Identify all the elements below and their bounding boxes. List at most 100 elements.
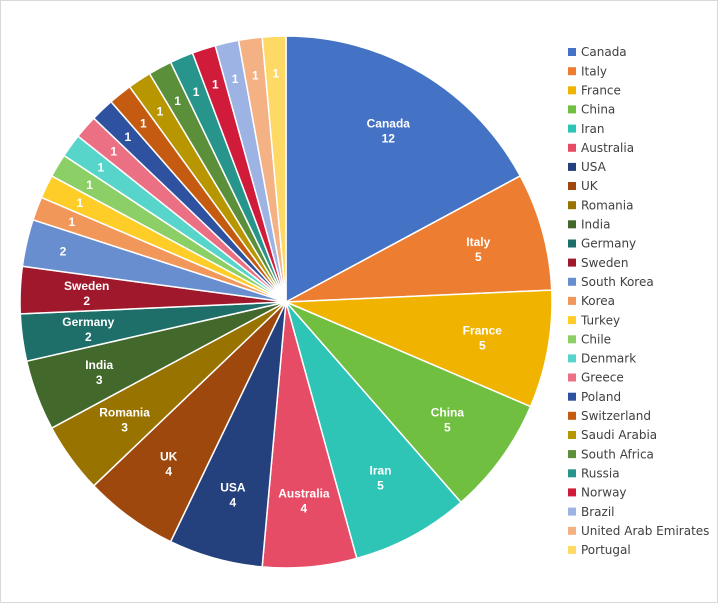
legend-label: Brazil (581, 505, 615, 519)
legend-label: France (581, 84, 621, 98)
slice-label-south-korea: 2 (60, 244, 67, 258)
legend-item-saudi-arabia: Saudi Arabia (568, 428, 657, 442)
legend-label: Norway (581, 486, 627, 500)
slice-france (285, 289, 553, 408)
slice-label-korea: 1 (68, 215, 75, 229)
legend-item-chile: Chile (568, 333, 611, 347)
legend-item-denmark: Denmark (568, 352, 636, 366)
slice-label-brazil: 1 (232, 72, 239, 86)
legend: Canada Italy France China Iran Australia USA UK… (568, 45, 709, 557)
legend-swatch (568, 450, 576, 459)
slice-label-greece: 1 (110, 145, 117, 159)
legend-swatch (568, 258, 576, 267)
legend-label: Korea (581, 294, 615, 308)
legend-swatch (568, 354, 576, 363)
legend-item-portugal: Portugal (568, 543, 631, 557)
slice-labels: Canada 12 Italy 5 France 5 China 5 Iran 5 Australi… (60, 67, 503, 516)
legend-swatch (568, 143, 576, 152)
legend-swatch (568, 316, 576, 325)
slice-label-norway: 1 (212, 78, 219, 92)
legend-swatch (568, 277, 576, 286)
legend-item-poland: Poland (568, 390, 621, 404)
legend-label: Saudi Arabia (581, 428, 657, 442)
slice-label-canada: Canada 12 (367, 117, 411, 146)
legend-label: Germany (581, 237, 636, 251)
legend-label: United Arab Emirates (581, 524, 709, 538)
legend-swatch (568, 545, 576, 554)
legend-label: Romania (581, 198, 633, 212)
slice-label-australia: Australia 4 (278, 487, 330, 516)
legend-swatch (568, 431, 576, 439)
legend-item-uk: UK (568, 179, 599, 193)
slice-label-france: France 5 (463, 324, 503, 353)
legend-swatch (568, 507, 576, 516)
slice-label-united-arab-emirates: 1 (252, 69, 259, 83)
legend-swatch (568, 239, 576, 248)
legend-swatch (568, 335, 576, 344)
legend-item-iran: Iran (568, 122, 604, 136)
legend-swatch (568, 469, 576, 478)
legend-item-turkey: Turkey (568, 313, 620, 327)
legend-label: Poland (581, 390, 621, 404)
legend-label: Chile (581, 333, 611, 347)
legend-swatch (568, 124, 576, 133)
legend-item-switzerland: Switzerland (568, 409, 651, 423)
slice-label-italy: Italy 5 (466, 235, 490, 264)
legend-swatch (568, 373, 576, 382)
legend-item-greece: Greece (568, 371, 624, 385)
slice-label-iran: Iran 5 (369, 464, 391, 493)
legend-label: Canada (581, 45, 627, 59)
slice-label-uk: UK 4 (160, 449, 178, 478)
slice-label-portugal: 1 (272, 67, 279, 81)
legend-label: Denmark (581, 352, 636, 366)
legend-item-india: India (568, 218, 610, 232)
legend-swatch (568, 201, 576, 210)
legend-item-usa: USA (568, 160, 607, 174)
legend-label: South Korea (581, 275, 654, 289)
legend-swatch (568, 296, 576, 305)
legend-item-south-africa: South Africa (568, 447, 654, 461)
legend-label: Australia (581, 141, 634, 155)
legend-label: USA (581, 160, 607, 174)
slice-portugal (261, 35, 287, 303)
slice-label-south-africa: 1 (174, 94, 181, 108)
slice-label-russia: 1 (193, 85, 200, 99)
legend-label: China (581, 103, 615, 117)
legend-item-australia: Australia (568, 141, 634, 155)
slice-iran (285, 301, 462, 560)
pie-slices (19, 35, 553, 569)
legend-item-russia: Russia (568, 467, 620, 481)
legend-item-canada: Canada (568, 45, 627, 59)
legend-label: Greece (581, 371, 624, 385)
slice-label-sweden: Sweden 2 (64, 279, 109, 308)
legend-swatch (568, 488, 576, 497)
slice-label-romania: Romania 3 (99, 405, 150, 434)
legend-swatch (568, 220, 576, 229)
legend-swatch (568, 67, 576, 76)
legend-label: Switzerland (581, 409, 651, 423)
legend-label: South Africa (581, 447, 654, 461)
slice-italy (285, 175, 553, 303)
legend-swatch (568, 162, 576, 171)
legend-label: UK (581, 179, 599, 193)
legend-item-korea: Korea (568, 294, 615, 308)
legend-label: Russia (581, 467, 620, 481)
legend-item-france: France (568, 84, 621, 98)
slice-label-turkey: 1 (77, 196, 84, 210)
slice-label-india: India 3 (85, 358, 113, 387)
slice-china (285, 301, 532, 504)
legend-item-china: China (568, 103, 615, 117)
legend-label: Iran (581, 122, 604, 136)
legend-item-norway: Norway (568, 486, 627, 500)
legend-swatch (568, 86, 576, 95)
legend-label: India (581, 218, 610, 232)
legend-item-united-arab-emirates: United Arab Emirates (568, 524, 709, 538)
slice-label-chile: 1 (86, 178, 93, 192)
slice-label-denmark: 1 (98, 161, 105, 175)
legend-item-sweden: Sweden (568, 256, 628, 270)
slice-label-germany: Germany 2 (62, 315, 114, 344)
legend-item-brazil: Brazil (568, 505, 615, 519)
legend-item-south-korea: South Korea (568, 275, 654, 289)
legend-swatch (568, 182, 576, 190)
